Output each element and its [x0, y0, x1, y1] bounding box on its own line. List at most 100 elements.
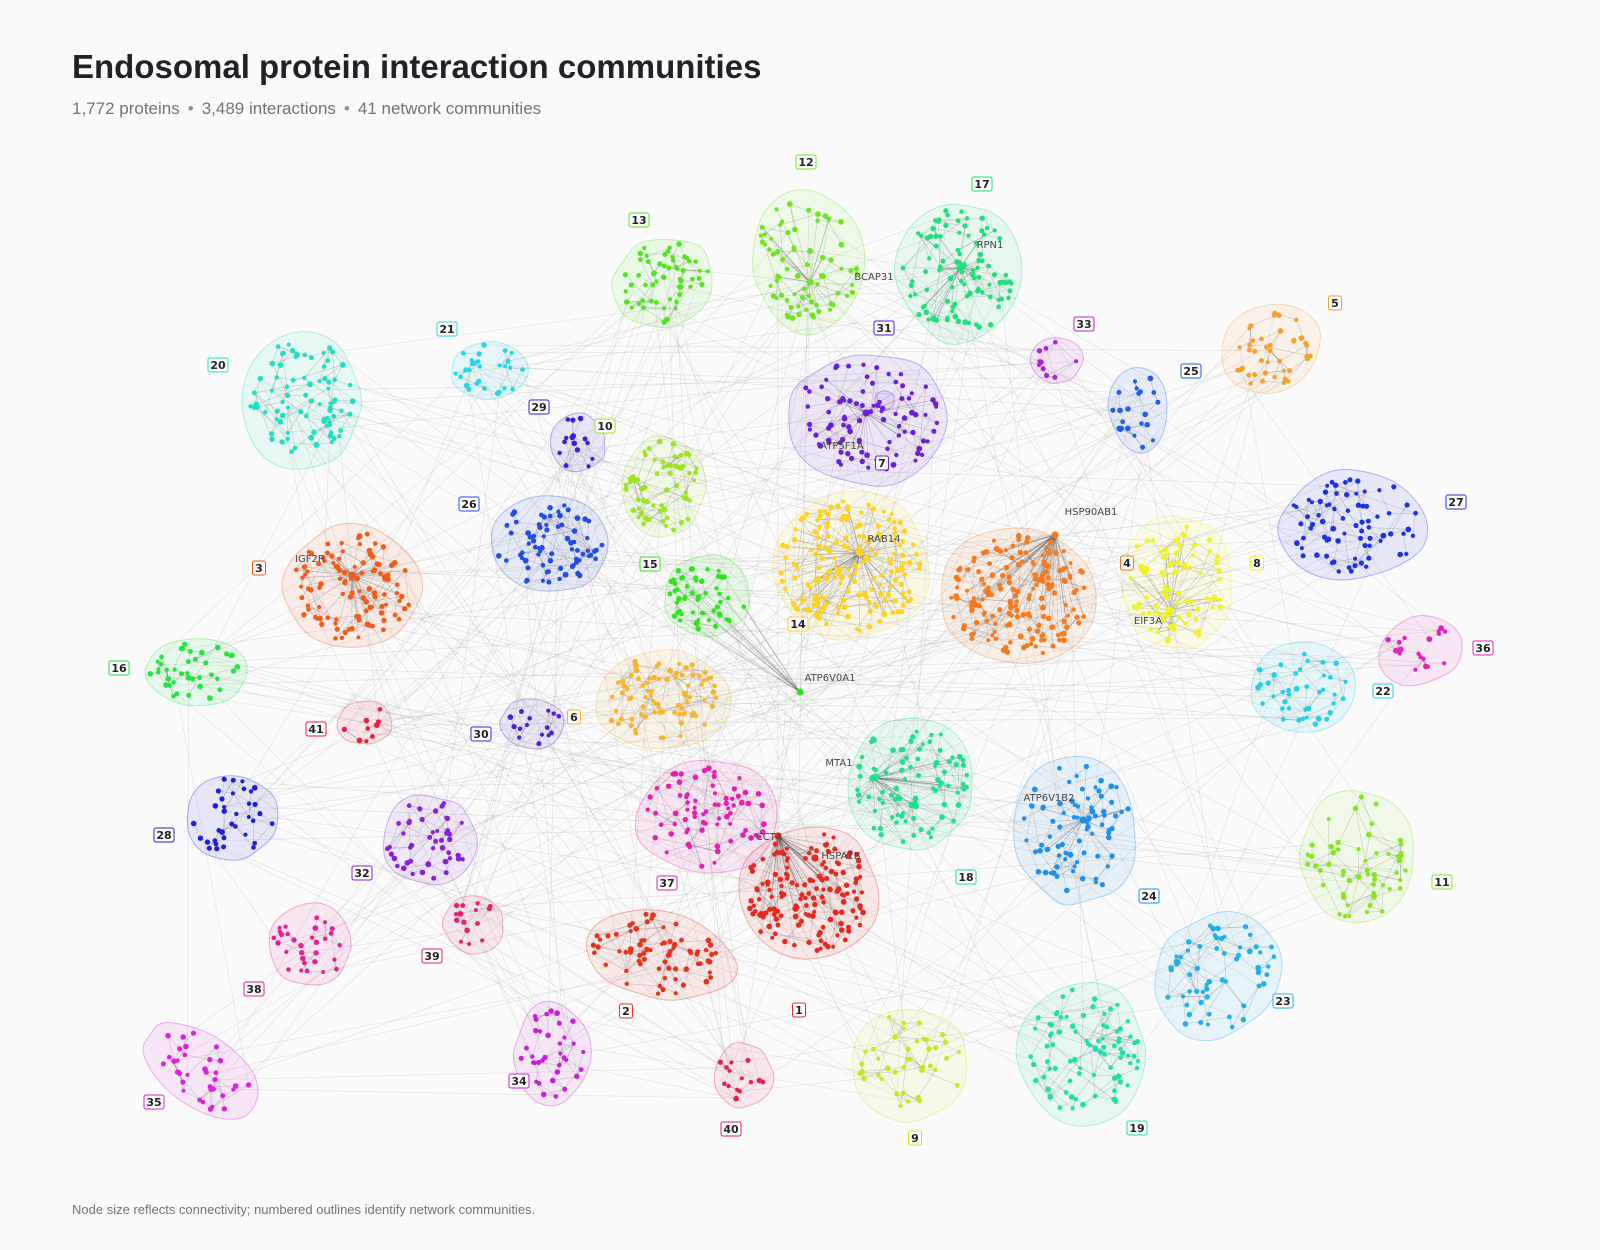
protein-node [920, 438, 927, 444]
interaction-edge [668, 785, 687, 798]
protein-node [827, 916, 834, 923]
interaction-edge [507, 281, 811, 362]
interaction-edge [940, 218, 968, 237]
protein-node [778, 570, 784, 576]
interaction-edge [1169, 572, 1201, 611]
interaction-edge [902, 267, 912, 286]
protein-node [866, 794, 872, 800]
interaction-edge [1170, 602, 1179, 627]
protein-node [301, 612, 307, 618]
protein-node [1097, 1049, 1104, 1055]
interaction-edge [777, 281, 811, 837]
interaction-edge [872, 777, 949, 786]
interaction-edge [1357, 481, 1363, 523]
interaction-edge [1146, 592, 1164, 598]
interaction-edge [543, 1088, 565, 1095]
protein-node [987, 322, 994, 328]
interaction-edge [679, 773, 682, 796]
interaction-edge [207, 841, 737, 1099]
protein-node [661, 263, 667, 269]
interaction-edge [844, 405, 874, 419]
protein-node [815, 282, 820, 287]
protein-node [826, 548, 833, 554]
protein-node [1304, 861, 1311, 867]
protein-node [672, 941, 678, 948]
protein-node [696, 276, 702, 281]
protein-node [887, 1015, 891, 1020]
protein-node [190, 676, 196, 682]
protein-node [1017, 549, 1024, 556]
protein-node [983, 549, 990, 555]
protein-node [814, 848, 819, 854]
protein-node [339, 635, 345, 641]
interaction-edge [1167, 967, 1172, 998]
protein-node [660, 986, 666, 993]
protein-node [1335, 839, 1341, 846]
interaction-edge [935, 786, 967, 792]
interaction-edge [762, 858, 776, 875]
interaction-edge [1127, 408, 1146, 415]
protein-node [185, 674, 192, 681]
interaction-edge [1054, 534, 1068, 628]
protein-node [866, 502, 872, 508]
interaction-edge [351, 574, 386, 577]
protein-node [802, 895, 808, 901]
interaction-edge [865, 412, 869, 468]
interaction-edge [940, 268, 962, 282]
protein-node [707, 942, 714, 948]
protein-node [308, 587, 314, 593]
protein-node [1166, 562, 1172, 569]
protein-node [685, 683, 691, 688]
interaction-edge [786, 303, 832, 316]
protein-node [903, 595, 908, 601]
interaction-edge [465, 370, 578, 1077]
interaction-edge [688, 844, 718, 852]
protein-node [873, 551, 879, 557]
interaction-edge [757, 889, 775, 910]
protein-node [1364, 867, 1370, 874]
interaction-edge [915, 294, 954, 308]
interaction-edge [388, 579, 690, 848]
interaction-edge [940, 261, 958, 268]
protein-node [885, 446, 890, 452]
interaction-edge [837, 268, 857, 294]
interaction-edge [1373, 872, 1397, 885]
protein-node [1328, 843, 1335, 850]
protein-node [388, 562, 395, 569]
interaction-edge [236, 649, 1401, 815]
protein-node [1267, 348, 1273, 354]
protein-node [199, 649, 205, 656]
protein-node [890, 610, 896, 616]
interaction-edge [587, 538, 591, 556]
interaction-edge [550, 555, 590, 561]
protein-node [302, 375, 307, 381]
protein-node [964, 216, 970, 221]
interaction-edge [559, 1043, 584, 1053]
protein-node [809, 548, 814, 553]
protein-node [914, 1039, 920, 1044]
interaction-edge [1231, 1005, 1245, 1028]
protein-node [1006, 574, 1012, 580]
protein-node [914, 729, 919, 734]
protein-node [815, 517, 820, 523]
protein-node [976, 569, 982, 575]
protein-node [712, 683, 717, 688]
protein-node [1238, 367, 1244, 373]
protein-node [603, 962, 608, 968]
protein-node [1000, 647, 1007, 653]
protein-node [1088, 1043, 1093, 1048]
interaction-edge [1319, 642, 1400, 693]
interaction-edge [641, 459, 655, 490]
protein-node [784, 266, 790, 272]
interaction-edge [938, 221, 966, 227]
protein-node [880, 416, 887, 423]
interaction-edge [192, 662, 207, 680]
protein-node [938, 234, 943, 239]
protein-node [966, 233, 971, 238]
interaction-edge [880, 599, 912, 829]
protein-node [964, 772, 969, 778]
interaction-edge [256, 406, 288, 440]
protein-node [814, 302, 819, 308]
protein-node [641, 956, 647, 962]
protein-node [747, 905, 753, 912]
